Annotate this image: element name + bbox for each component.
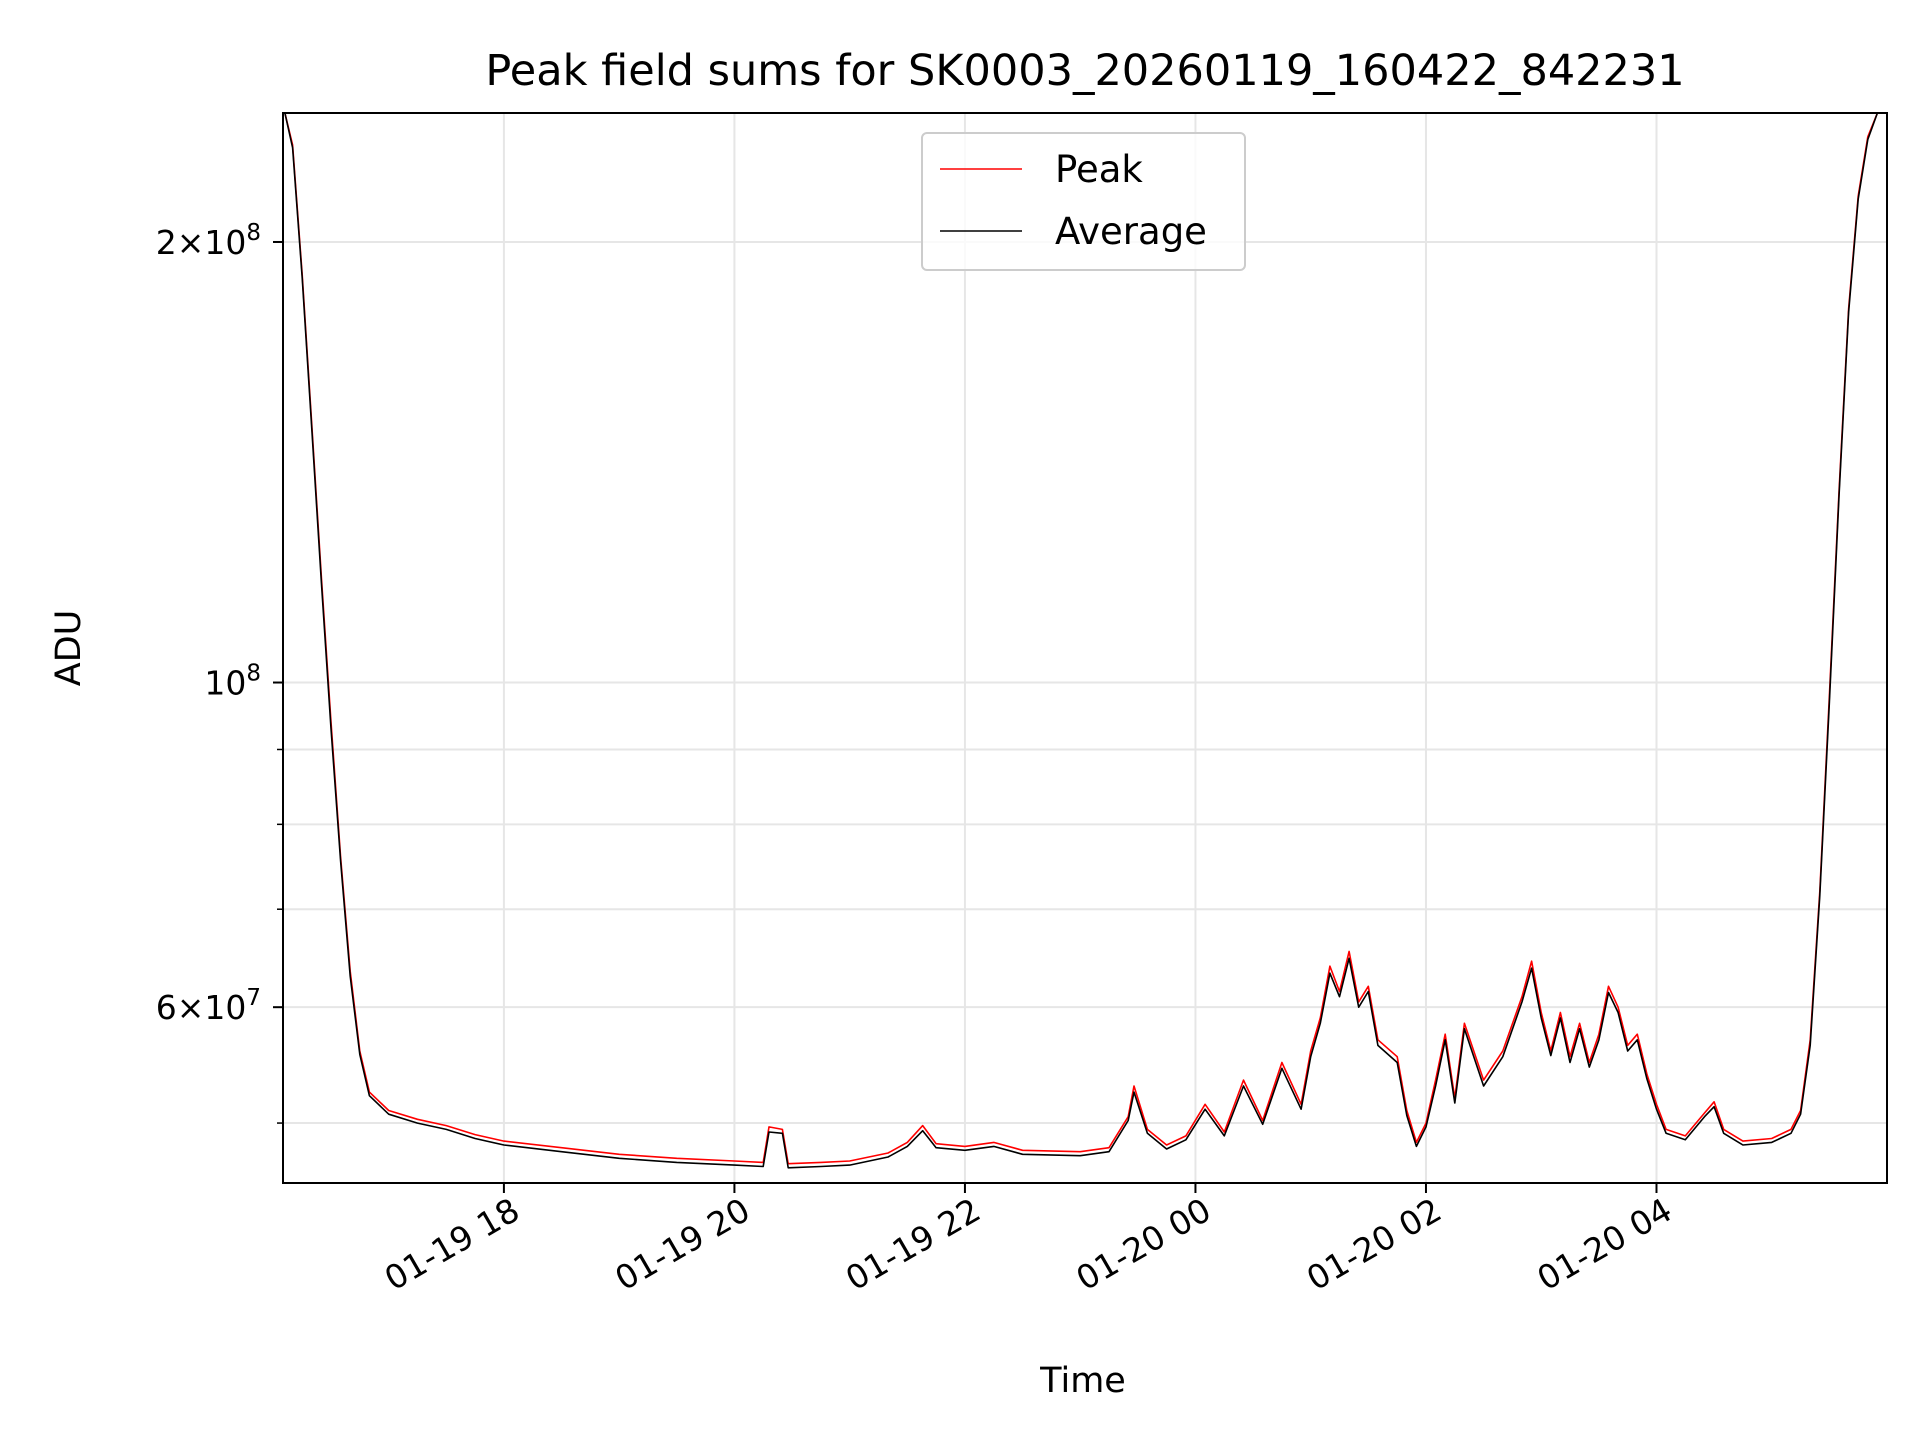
grid-layer xyxy=(283,113,1887,1183)
y-axis-label: ADU xyxy=(49,610,89,687)
y-tick-label: 6×107 xyxy=(156,985,261,1027)
legend-box xyxy=(921,132,1246,271)
x-axis-label: Time xyxy=(1039,1361,1126,1401)
series-line-peak xyxy=(284,113,1879,1165)
series-line-average xyxy=(284,113,1879,1169)
legend-average-label: Average xyxy=(1055,210,1207,253)
y-tick-label: 108 xyxy=(204,661,261,703)
legend: Peak Average xyxy=(921,132,1246,271)
y-tick-label: 2×108 xyxy=(156,220,261,262)
series-layer xyxy=(284,113,1879,1169)
legend-peak-label: Peak xyxy=(1055,148,1143,191)
chart-title: Peak field sums for SK0003_20260119_1604… xyxy=(485,46,1684,96)
plot-frame xyxy=(282,112,1888,1184)
